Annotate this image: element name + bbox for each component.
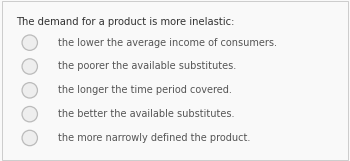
Text: the lower the average income of consumers.: the lower the average income of consumer… (58, 38, 277, 48)
Ellipse shape (22, 83, 37, 98)
Text: the longer the time period covered.: the longer the time period covered. (58, 85, 232, 95)
Text: the more narrowly defined the product.: the more narrowly defined the product. (58, 133, 250, 143)
FancyBboxPatch shape (2, 1, 348, 160)
Text: The demand for a product is more inelastic:: The demand for a product is more inelast… (16, 17, 234, 27)
Text: the poorer the available substitutes.: the poorer the available substitutes. (58, 62, 236, 71)
Ellipse shape (22, 130, 37, 146)
Ellipse shape (22, 106, 37, 122)
Ellipse shape (22, 59, 37, 74)
Text: the better the available substitutes.: the better the available substitutes. (58, 109, 234, 119)
Ellipse shape (22, 35, 37, 50)
